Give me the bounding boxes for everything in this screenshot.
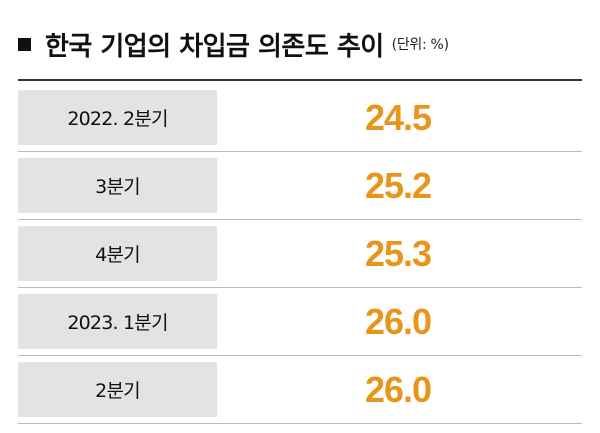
row-divider (18, 219, 582, 220)
row-divider (18, 287, 582, 288)
chart-title: 한국 기업의 차입금 의존도 추이 (45, 31, 384, 62)
period-label-box: 4분기 (18, 226, 217, 281)
period-label: 4분기 (95, 244, 140, 266)
ratio-value: 25.3 (364, 232, 432, 274)
period-label-box: 2023. 1분기 (18, 294, 217, 349)
row-divider (18, 423, 582, 424)
period-label-box: 2분기 (18, 362, 217, 417)
data-table: 2022. 2분기 24.5 3분기 25.2 4분기 25.3 2023. 1분기 26.0… (18, 89, 582, 429)
period-label: 2022. 2분기 (67, 108, 168, 130)
ratio-value: 25.2 (364, 164, 432, 206)
ratio-value: 26.0 (364, 300, 432, 342)
period-label: 3분기 (95, 176, 140, 198)
ratio-value: 24.5 (364, 96, 432, 138)
period-label-box: 3분기 (18, 158, 217, 213)
table-row: 4분기 25.3 (18, 225, 582, 293)
period-label: 2분기 (95, 380, 140, 402)
chart-title-row: 한국 기업의 차입금 의존도 추이 (단위: %) (18, 24, 449, 64)
table-row: 2022. 2분기 24.5 (18, 89, 582, 157)
table-row: 2023. 1분기 26.0 (18, 293, 582, 361)
table-row: 2분기 26.0 (18, 361, 582, 429)
period-label-box: 2022. 2분기 (18, 90, 217, 145)
table-row: 3분기 25.2 (18, 157, 582, 225)
ratio-value: 26.0 (364, 368, 432, 410)
unit-label: (단위: %) (391, 37, 449, 53)
square-bullet-icon (18, 37, 31, 51)
top-divider (18, 79, 582, 81)
row-divider (18, 355, 582, 356)
period-label: 2023. 1분기 (67, 312, 168, 334)
row-divider (18, 151, 582, 152)
